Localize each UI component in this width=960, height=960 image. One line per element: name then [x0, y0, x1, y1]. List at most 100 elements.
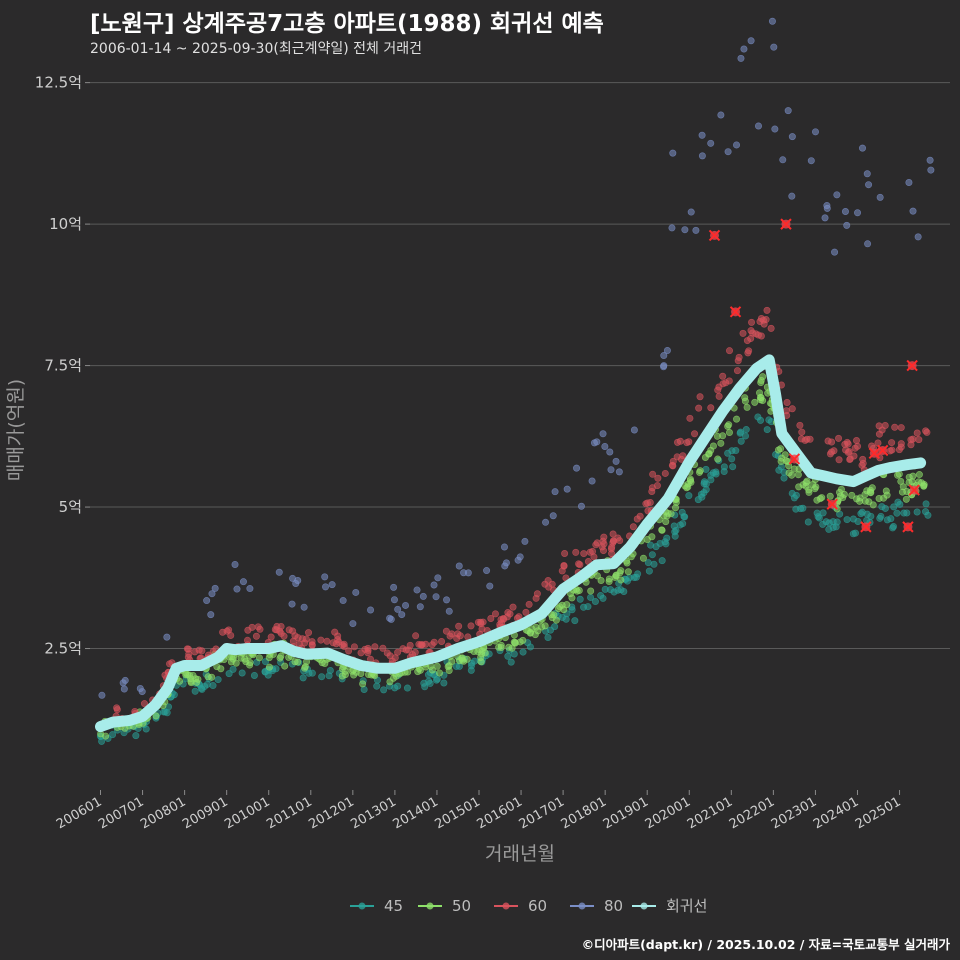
data-point-50	[714, 455, 722, 463]
data-point-50	[802, 479, 810, 487]
data-point-60	[897, 424, 905, 432]
data-point-60	[430, 638, 438, 646]
data-point-80	[573, 464, 581, 472]
data-point-60	[350, 643, 358, 651]
scatter-points	[97, 17, 935, 745]
data-point-50	[794, 471, 802, 479]
data-point-50	[755, 389, 763, 397]
data-point-45	[700, 489, 708, 497]
legend-label: 60	[528, 897, 547, 915]
data-point-60	[446, 632, 454, 640]
data-point-45	[712, 468, 720, 476]
data-point-60	[733, 367, 741, 375]
data-point-45	[264, 671, 272, 679]
data-point-45	[754, 413, 762, 421]
data-point-80	[430, 581, 438, 589]
data-point-80	[747, 37, 755, 45]
data-point-60	[803, 435, 811, 443]
data-point-60	[913, 429, 921, 437]
data-point-80	[606, 448, 614, 456]
data-point-45	[580, 603, 588, 611]
data-point-80	[663, 346, 671, 354]
data-point-45	[679, 520, 687, 528]
data-point-50	[781, 451, 789, 459]
data-point-45	[813, 509, 821, 517]
data-point-80	[698, 152, 706, 160]
data-point-80	[413, 586, 421, 594]
data-point-60	[560, 562, 568, 570]
data-point-50	[672, 504, 680, 512]
data-point-80	[876, 193, 884, 201]
data-point-80	[443, 596, 451, 604]
data-point-60	[589, 547, 597, 555]
data-point-80	[434, 574, 442, 582]
data-point-60	[418, 641, 426, 649]
data-point-80	[831, 248, 839, 256]
data-point-50	[812, 483, 820, 491]
data-point-60	[453, 634, 461, 642]
data-point-50	[204, 673, 212, 681]
data-point-80	[549, 512, 557, 520]
data-point-45	[373, 682, 381, 690]
data-point-45	[736, 429, 744, 437]
data-point-80	[246, 585, 254, 593]
data-point-45	[380, 686, 388, 694]
data-point-50	[743, 403, 751, 411]
data-point-60	[633, 515, 641, 523]
data-point-80	[717, 111, 725, 119]
data-point-60	[788, 405, 796, 413]
data-point-80	[788, 133, 796, 141]
data-point-45	[720, 463, 728, 471]
data-point-45	[681, 513, 689, 521]
data-point-50	[554, 605, 562, 613]
data-point-60	[273, 626, 281, 634]
data-point-60	[676, 437, 684, 445]
data-point-50	[597, 577, 605, 585]
y-tick-label: 7.5억	[44, 357, 82, 375]
data-point-60	[762, 316, 770, 324]
data-point-50	[563, 601, 571, 609]
data-point-60	[835, 456, 843, 464]
data-point-80	[432, 593, 440, 601]
data-point-60	[394, 648, 402, 656]
data-point-45	[650, 560, 658, 568]
data-point-45	[913, 508, 921, 516]
data-point-50	[777, 457, 785, 465]
data-point-45	[881, 504, 889, 512]
data-point-45	[318, 673, 326, 681]
data-point-80	[455, 562, 463, 570]
data-point-50	[705, 450, 713, 458]
data-point-50	[534, 627, 542, 635]
data-point-80	[863, 170, 871, 178]
data-point-60	[399, 645, 407, 653]
x-tick-label: 201001	[222, 794, 272, 832]
data-point-60	[907, 441, 915, 449]
data-point-80	[486, 582, 494, 590]
data-point-60	[113, 706, 121, 714]
data-point-80	[841, 208, 849, 216]
data-point-60	[757, 332, 765, 340]
data-point-45	[780, 474, 788, 482]
data-point-50	[790, 465, 798, 473]
legend-marker-3	[578, 902, 586, 910]
data-point-80	[784, 107, 792, 115]
data-point-60	[305, 629, 313, 637]
x-tick-label: 200801	[138, 794, 188, 832]
highlight-x-marker	[708, 229, 721, 242]
data-point-60	[509, 603, 517, 611]
x-tick-label: 201201	[306, 794, 356, 832]
data-point-50	[277, 652, 285, 660]
data-point-60	[184, 645, 192, 653]
data-point-60	[649, 470, 657, 478]
highlighted-points	[708, 218, 920, 533]
data-point-45	[700, 480, 708, 488]
data-point-60	[826, 450, 834, 458]
data-point-80	[577, 502, 585, 510]
data-point-60	[580, 550, 588, 558]
data-point-50	[281, 662, 289, 670]
data-point-50	[477, 658, 485, 666]
data-point-45	[887, 515, 895, 523]
data-point-60	[654, 474, 662, 482]
data-point-60	[824, 437, 832, 445]
data-point-60	[285, 626, 293, 634]
